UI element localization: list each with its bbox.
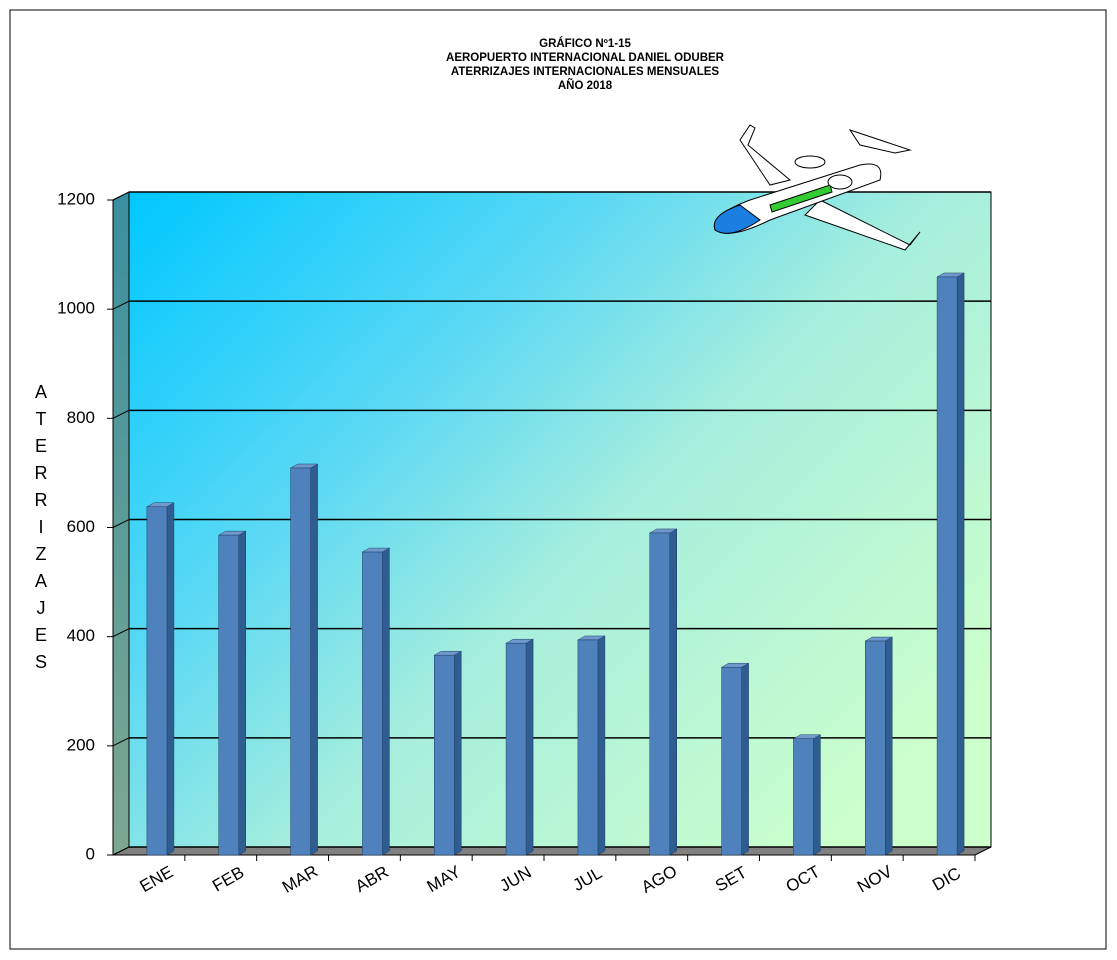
y-tick-label: 400 [67,626,95,645]
y-tick-label: 800 [67,408,95,427]
grid-line [112,300,130,310]
bar [290,467,311,856]
grid-line [112,846,130,856]
chart-title: AEROPUERTO INTERNACIONAL DANIEL ODUBER [446,52,725,64]
bar [505,642,527,856]
bar [218,534,239,856]
bar [146,506,168,856]
bar-side [597,635,606,856]
bar-side [741,662,749,856]
y-tick-label: 200 [67,735,95,754]
bar-side [166,502,175,856]
y-tick-label: 1200 [57,189,95,208]
chart-title: GRÁFICO Nº1-15 [539,37,631,50]
bar [865,640,886,856]
bar-side [813,734,821,856]
bar-side [454,650,462,856]
bar-side [525,638,534,856]
chart-title: AÑO 2018 [558,79,613,92]
y-tick-label: 1000 [57,299,95,318]
y-tick-label: 600 [67,517,95,536]
bar-side [382,547,390,856]
grid-line [112,191,130,201]
bar-side [669,528,677,856]
bar [577,639,599,856]
bar [721,666,742,856]
grid-line [112,409,130,419]
bar [362,551,383,856]
grid-line [112,737,130,747]
bar-side [956,272,965,856]
bar-side [238,530,246,856]
bar-side [310,463,318,856]
grid-line [112,628,130,638]
y-tick-label: 0 [86,844,95,863]
bar [434,654,455,856]
bar [793,738,814,856]
bar-side [885,636,893,856]
bar [649,532,670,856]
y-axis-label: ATERRIZAJES [31,382,51,679]
chart-title: ATERRIZAJES INTERNACIONALES MENSUALES [451,66,719,78]
bar [936,276,958,856]
grid-line [112,519,130,528]
plane-icon [713,124,921,251]
